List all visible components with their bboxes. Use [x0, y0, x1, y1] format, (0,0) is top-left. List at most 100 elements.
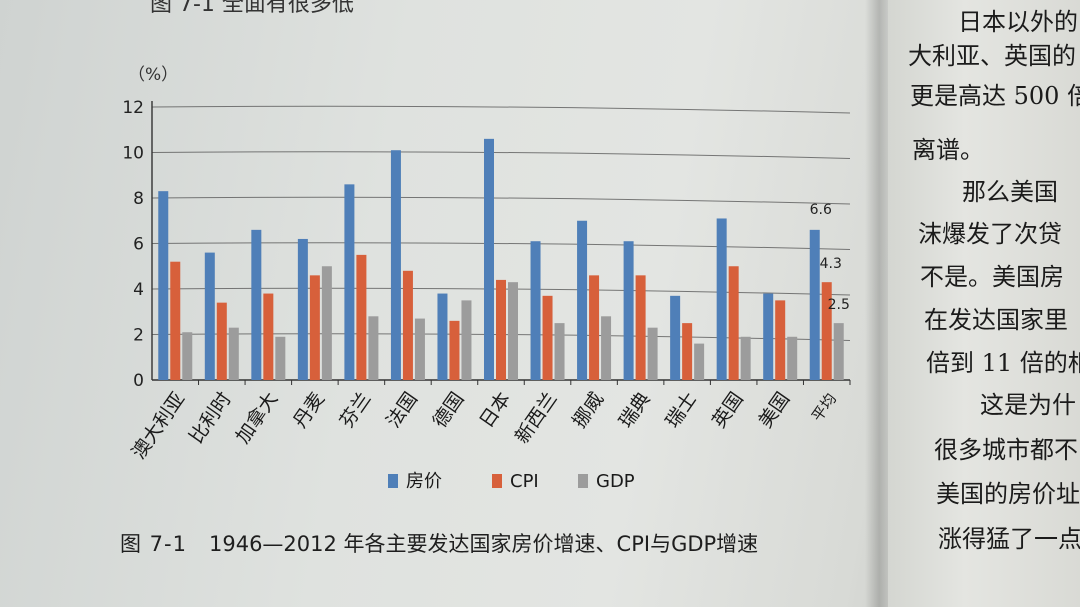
data-label-annotation: 4.3 [820, 256, 842, 272]
gridline [151, 196, 851, 205]
bar-CPI-平均 [821, 282, 832, 380]
bar-房价-瑞士 [670, 295, 681, 380]
y-tick-label: 4 [133, 280, 144, 300]
legend-label: 房价 [406, 471, 442, 492]
bar-CPI-美国 [775, 300, 786, 380]
x-tick-label: 美国 [754, 388, 794, 432]
y-tick-label: 0 [133, 371, 144, 391]
gridline [151, 151, 851, 159]
bar-CPI-丹麦 [309, 275, 320, 380]
bar-CPI-英国 [728, 266, 739, 380]
data-label-annotation: 2.5 [828, 297, 850, 313]
bar-CPI-澳大利亚 [170, 261, 181, 380]
bar-房价-平均 [809, 229, 820, 380]
y-tick-label: 2 [133, 326, 144, 346]
x-tick-label: 日本 [475, 388, 515, 432]
y-tick-label: 10 [122, 144, 144, 164]
figure-caption-text: 1946—2012 年各主要发达国家房价增速、CPI与GDP增速 [208, 532, 759, 556]
legend-swatch-GDP [578, 474, 588, 488]
bar-GDP-英国 [740, 336, 751, 380]
bar-CPI-法国 [402, 270, 413, 380]
bar-GDP-澳大利亚 [182, 332, 193, 380]
x-tick-label: 澳大利亚 [128, 388, 190, 463]
bar-chart: （%） 0 2 4 6 8 10 12 澳大利亚比利时加拿大 丹麦 芬兰 法国 德国 日本新西兰 挪威 瑞典瑞… [122, 65, 851, 492]
bar-CPI-芬兰 [356, 254, 367, 380]
bar-GDP-日本 [508, 282, 518, 380]
right-text-line: 倍到 11 倍的相 [926, 349, 1080, 377]
bar-房价-加拿大 [251, 229, 262, 380]
right-text-line: 大利亚、英国的 [908, 42, 1076, 70]
right-text-line: 很多城市都不 [934, 436, 1078, 464]
gridline [151, 105, 851, 114]
bar-CPI-瑞士 [682, 323, 693, 380]
bar-CPI-德国 [449, 320, 460, 380]
x-tick-label: 丹麦 [289, 388, 329, 432]
bar-CPI-新西兰 [542, 295, 553, 380]
x-tick-label: 法国 [382, 388, 422, 432]
y-axis-label: （%） [128, 65, 178, 85]
bar-房价-澳大利亚 [158, 191, 169, 380]
right-text-line: 这是为什 [980, 391, 1076, 419]
bar-GDP-挪威 [601, 316, 612, 380]
bar-CPI-日本 [496, 279, 506, 380]
bar-GDP-平均 [833, 323, 844, 380]
bar-GDP-丹麦 [321, 266, 332, 380]
bar-GDP-美国 [787, 336, 798, 380]
bar-CPI-挪威 [589, 275, 600, 380]
data-label-annotation: 6.6 [810, 202, 832, 218]
bar-GDP-芬兰 [368, 316, 379, 380]
x-tick-label: 比利时 [185, 388, 236, 447]
bar-GDP-比利时 [228, 327, 239, 380]
legend-label: GDP [596, 471, 635, 492]
right-text-line: 不是。美国房 [920, 263, 1064, 291]
bar-房价-英国 [716, 218, 727, 380]
bar-GDP-德国 [461, 300, 472, 380]
bar-房价-比利时 [204, 252, 215, 380]
right-text-line: 更是高达 500 倍 [910, 82, 1080, 110]
x-tick-label: 挪威 [568, 388, 608, 432]
x-tick-label: 德国 [429, 388, 469, 432]
figure-caption-number: 图 7-1 [120, 532, 187, 556]
bar-房价-德国 [437, 293, 448, 380]
right-text-line: 涨得猛了一点 [938, 525, 1080, 553]
right-page: 日本以外的 大利亚、英国的 更是高达 500 倍 离谱。 那么美国 沫爆发了次贷… [888, 0, 1080, 607]
bar-GDP-法国 [414, 318, 425, 380]
right-text-line: 沫爆发了次贷 [918, 220, 1062, 248]
bar-房价-丹麦 [297, 238, 308, 380]
bar-CPI-加拿大 [263, 293, 274, 380]
x-tick-label: 瑞典 [615, 388, 655, 432]
figure-caption: 图 7-1 1946—2012 年各主要发达国家房价增速、CPI与GDP增速 [120, 528, 758, 558]
right-text-line: 在发达国家里 [924, 306, 1068, 334]
y-tick-label: 8 [133, 189, 144, 209]
bar-GDP-瑞士 [694, 343, 705, 380]
x-tick-label: 新西兰 [511, 388, 562, 447]
bar-房价-日本 [484, 138, 494, 380]
x-tick-label: 瑞士 [661, 388, 701, 432]
book-spine-shadow [865, 0, 891, 607]
top-cut-text: 图 7-1 全面有很多低 [150, 0, 354, 17]
right-text-line: 那么美国 [962, 178, 1058, 206]
legend-swatch-房价 [388, 474, 398, 488]
bar-CPI-比利时 [216, 302, 227, 380]
bar-GDP-瑞典 [647, 327, 658, 380]
bar-房价-美国 [763, 293, 774, 380]
right-text-line: 美国的房价址 [936, 480, 1080, 508]
bar-GDP-新西兰 [554, 323, 565, 380]
x-tick-label: 英国 [708, 388, 748, 432]
right-text-line: 离谱。 [912, 136, 984, 164]
bar-房价-芬兰 [344, 184, 355, 380]
y-tick-label: 12 [122, 98, 144, 118]
right-text-line: 日本以外的 [958, 8, 1078, 36]
x-tick-label: 平均 [808, 390, 840, 425]
legend-swatch-CPI [492, 474, 502, 488]
bar-房价-新西兰 [530, 241, 541, 380]
x-tick-label: 加拿大 [231, 388, 283, 448]
bar-房价-瑞典 [623, 241, 634, 380]
x-tick-label: 芬兰 [336, 388, 376, 432]
gridline [151, 242, 851, 250]
bar-房价-法国 [390, 150, 401, 380]
legend-label: CPI [510, 471, 539, 492]
bar-CPI-瑞典 [635, 275, 646, 380]
y-tick-label: 6 [133, 235, 144, 255]
